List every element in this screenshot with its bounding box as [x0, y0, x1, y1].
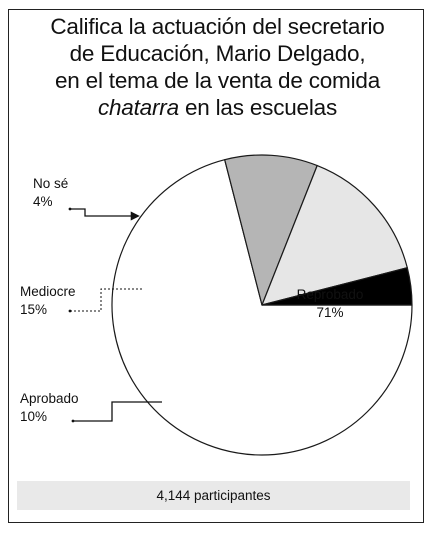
leader-lines — [68, 207, 162, 423]
leader-dot-no-se — [68, 207, 72, 211]
label-aprobado: Aprobado — [20, 391, 79, 406]
leader-no-se — [70, 208, 140, 221]
slice-aprobado — [224, 154, 318, 306]
slice-labels: Reprobado 71% Aprobado 10% Mediocre 15% No sé 4… — [20, 176, 363, 424]
pie-slices — [111, 154, 413, 456]
title-line-1: Califica la actuación del secretario — [50, 14, 385, 39]
title-line-4: chatarra en las escuelas — [0, 94, 435, 121]
title-line-4-rest: en las escuelas — [178, 95, 338, 120]
label-mediocre: Mediocre — [20, 284, 76, 299]
value-label-aprobado: 10% — [20, 409, 47, 424]
value-label-reprobado: 71% — [316, 305, 343, 320]
title-italic-word: chatarra — [97, 95, 179, 120]
value-label-mediocre: 15% — [20, 302, 47, 317]
leader-mediocre — [70, 288, 144, 312]
leader-dot-aprobado — [71, 419, 75, 423]
slice-no-se — [261, 267, 413, 306]
leader-dot-mediocre — [68, 309, 72, 313]
participants-footer: 4,144 participantes — [17, 481, 410, 510]
title-line-2: de Educación, Mario Delgado, — [69, 41, 366, 66]
value-label-no-se: 4% — [33, 194, 53, 209]
slice-reprobado — [111, 159, 413, 456]
label-reprobado: Reprobado — [297, 287, 364, 302]
leader-aprobado — [73, 401, 162, 422]
slice-mediocre — [261, 164, 408, 306]
title-line-3: en el tema de la venta de comida — [54, 68, 381, 93]
label-no-se: No sé — [33, 176, 68, 191]
chart-title: Califica la actuación del secretario de … — [0, 13, 435, 121]
